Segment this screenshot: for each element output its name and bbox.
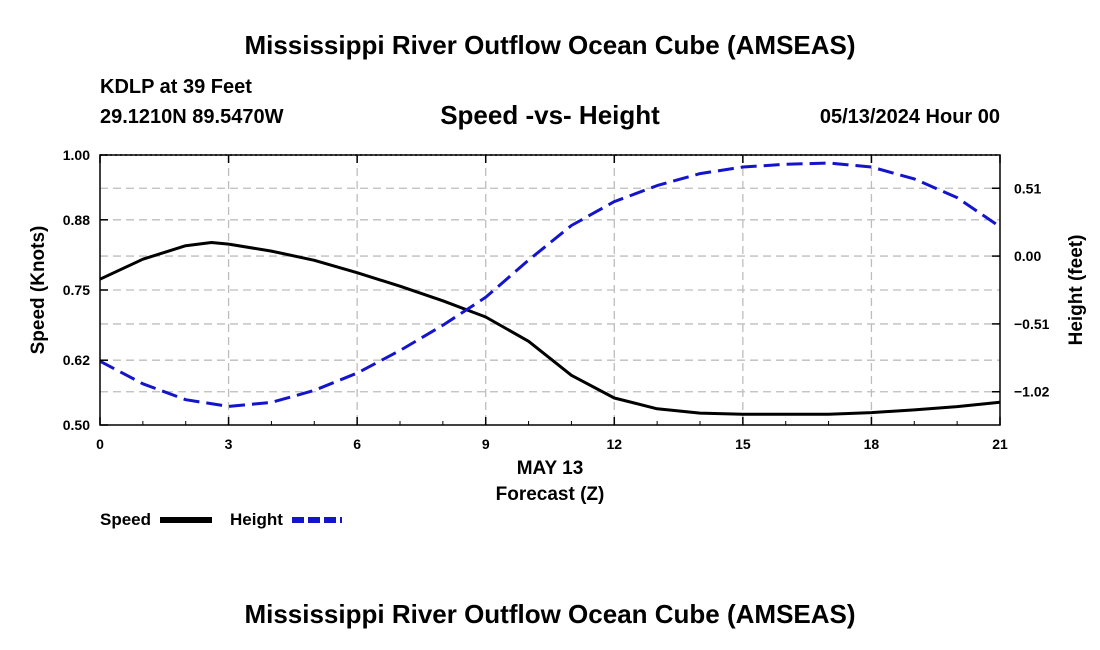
footer-title: Mississippi River Outflow Ocean Cube (AM… xyxy=(244,599,856,629)
x-tick-label: 21 xyxy=(992,436,1008,452)
coordinates-label: 29.1210N 89.5470W xyxy=(100,106,284,128)
y-left-tick-label: 0.88 xyxy=(63,212,90,228)
y-left-tick-label: 0.62 xyxy=(63,352,90,368)
forecast-datetime: 05/13/2024 Hour 00 xyxy=(819,106,1000,128)
station-label: KDLP at 39 Feet xyxy=(100,76,252,98)
legend: Speed Height xyxy=(100,510,342,529)
chart-title: Mississippi River Outflow Ocean Cube (AM… xyxy=(244,30,856,60)
x-tick-label: 6 xyxy=(353,436,361,452)
x-axis-title: Forecast (Z) xyxy=(496,484,605,505)
x-date-label: MAY 13 xyxy=(517,458,584,479)
x-tick-label: 9 xyxy=(482,436,490,452)
chart-subtitle: Speed -vs- Height xyxy=(440,100,660,130)
x-tick-label: 3 xyxy=(225,436,233,452)
x-tick-label: 18 xyxy=(864,436,880,452)
height-series-line xyxy=(99,161,1001,408)
x-tick-label: 0 xyxy=(96,436,104,452)
y-right-tick-label: 0.51 xyxy=(1014,180,1041,196)
x-tick-label: 12 xyxy=(606,436,622,452)
y-left-axis-title: Speed (Knots) xyxy=(28,226,49,355)
y-right-tick-label: −0.51 xyxy=(1014,316,1050,332)
speed-series-line xyxy=(99,241,1001,416)
legend-speed-label: Speed xyxy=(100,510,151,529)
x-tick-label: 15 xyxy=(735,436,751,452)
y-left-tick-label: 1.00 xyxy=(63,147,90,163)
y-right-axis-title: Height (feet) xyxy=(1066,235,1087,346)
y-right-tick-label: −1.02 xyxy=(1014,384,1050,400)
y-left-tick-label: 0.50 xyxy=(63,417,90,433)
legend-height-label: Height xyxy=(230,510,283,529)
y-left-tick-label: 0.75 xyxy=(63,282,90,298)
y-right-tick-label: 0.00 xyxy=(1014,248,1041,264)
